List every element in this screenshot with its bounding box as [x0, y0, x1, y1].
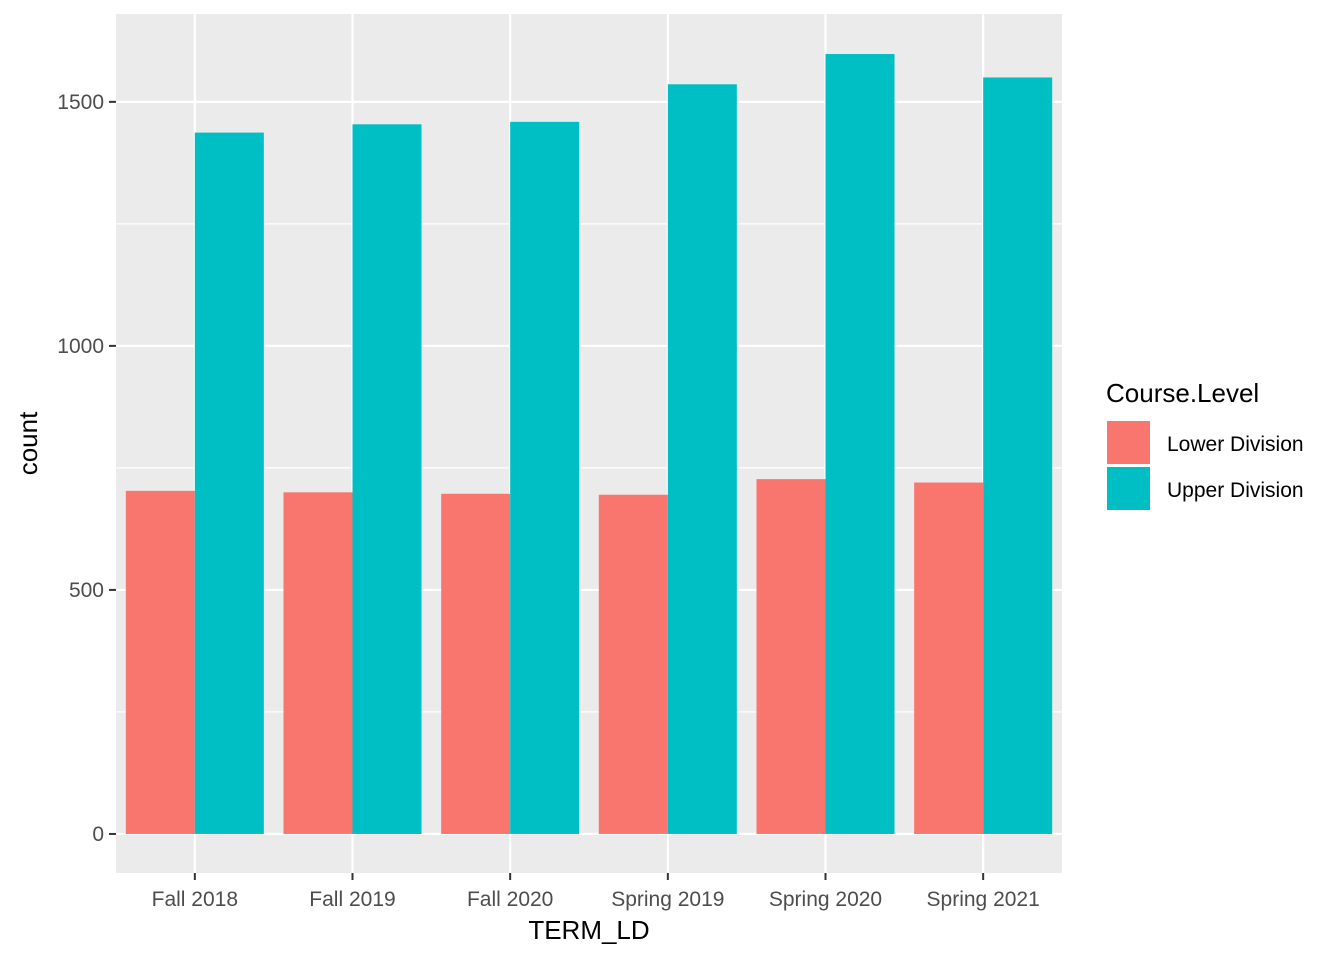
bar-lower-division-spring-2021 [914, 482, 984, 834]
y-tick-label: 1000 [57, 335, 104, 358]
legend-key-lower-division [1107, 421, 1150, 464]
y-axis: 0 500 1000 1500 [57, 91, 116, 846]
grid-minor [116, 223, 1062, 713]
legend-label: Upper Division [1167, 479, 1304, 502]
x-tick-label: Fall 2018 [152, 888, 238, 911]
bar-lower-division-spring-2019 [598, 494, 668, 834]
x-axis: Fall 2018 Fall 2019 Fall 2020 Spring 2019 Sp… [152, 873, 1040, 911]
x-axis-title: TERM_LD [528, 915, 649, 945]
legend: Course.Level Lower Division Upper Divisio… [1106, 378, 1304, 510]
bar-upper-division-fall-2020 [510, 121, 580, 834]
bar-lower-division-fall-2020 [441, 493, 511, 834]
x-tick-label: Spring 2021 [927, 888, 1040, 911]
bar-lower-division-spring-2020 [756, 479, 826, 834]
legend-label: Lower Division [1167, 433, 1304, 456]
bar-lower-division-fall-2018 [125, 490, 195, 834]
plot-panel [116, 14, 1062, 873]
bar-upper-division-spring-2020 [825, 54, 895, 834]
bar-upper-division-spring-2019 [667, 84, 737, 834]
y-axis-title: count [13, 411, 43, 475]
bar-upper-division-fall-2019 [352, 124, 422, 834]
legend-title: Course.Level [1106, 378, 1259, 408]
x-tick-label: Spring 2020 [769, 888, 882, 911]
y-tick-label: 500 [69, 579, 104, 602]
bar-upper-division-spring-2021 [983, 77, 1053, 834]
x-tick-label: Fall 2020 [467, 888, 553, 911]
bar-lower-division-fall-2019 [283, 492, 353, 834]
y-tick-label: 1500 [57, 91, 104, 114]
legend-key-upper-division [1107, 467, 1150, 510]
y-tick-label: 0 [92, 823, 104, 846]
x-tick-label: Spring 2019 [611, 888, 724, 911]
x-tick-label: Fall 2019 [309, 888, 395, 911]
bar-upper-division-fall-2018 [194, 132, 264, 834]
bars [125, 54, 1053, 834]
